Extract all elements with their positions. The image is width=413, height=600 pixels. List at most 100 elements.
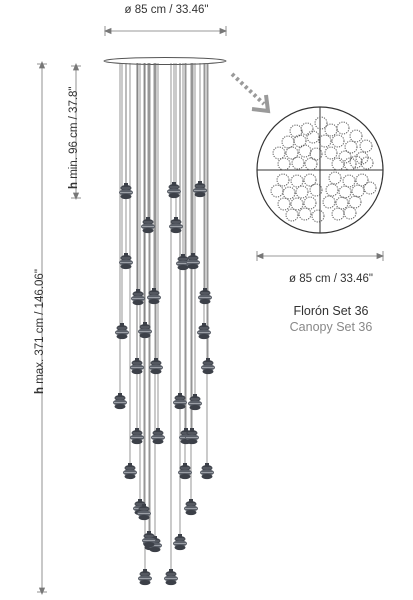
canopy-hole [338,150,352,164]
canopy-hole [355,151,369,165]
canopy-hole [298,207,312,221]
zoom-arrow [230,72,271,114]
pendant-lamp [130,358,144,375]
pendant-lamp [167,182,181,199]
canopy-hole [349,155,363,169]
h-max-value: max. 371 cm / 146.06" [34,269,46,387]
canopy-hole [298,144,312,158]
pendant-lamp [130,428,144,445]
canopy-hole [343,157,357,171]
canopy-hole [293,134,307,148]
canopy-hole [331,157,345,171]
pendant-lamp [151,428,165,445]
pendant-lamp [138,322,152,339]
pendant-lamp [142,531,156,548]
h-min-value: min. 96 cm / 37.8" [68,86,80,182]
h-max-dimension [37,60,47,596]
canopy-width-dimension [255,251,385,261]
canopy-hole [355,173,369,187]
canopy-hole [309,183,323,197]
canopy-hole [324,146,338,160]
pendant-lamp [173,393,187,410]
pendant-lamp [197,323,211,340]
canopy-hole [300,122,314,136]
canopy-hole [335,196,349,210]
pendant-lamp [201,358,215,375]
canopy-hole [290,174,304,188]
canopy-hole [272,146,286,160]
canopy-hole [322,195,336,209]
pendant-lamp [119,253,133,270]
canopy-hole [277,197,291,211]
pendant-lamp [186,253,200,270]
canopy-hole [303,196,317,210]
pendant-lamp [141,217,155,234]
canopy-hole [338,185,352,199]
canopy-hole [349,129,363,143]
canopy-hole [343,206,357,220]
pendant-lamps [113,181,215,586]
pendant-lamp [115,323,129,340]
top-width-label: ø 85 cm / 33.46" [124,4,209,16]
pendant-lamp [164,569,178,586]
pendant-lamp [173,534,187,551]
canopy-hole [351,184,365,198]
canopy-hole [318,134,332,148]
canopy-name-en: Canopy Set 36 [289,320,373,334]
canopy-hole [363,181,377,195]
canopy-hole [359,139,373,153]
pendant-lamp [200,463,214,480]
canopy-top-view [256,106,384,234]
pendant-lamp [169,217,183,234]
canopy-hole [291,156,305,170]
pendant-cables [119,63,209,570]
pendant-lamp [185,428,199,445]
h-min-label: h min. 96 cm / 37.8" [68,86,80,189]
canopy-hole [311,209,325,223]
top-width-dimension [103,26,228,36]
h-min-dimension [71,62,81,201]
canopy-hole [290,197,304,211]
h-min-prefix: h [68,181,80,189]
canopy-hole [289,124,303,138]
canopy-hole [285,208,299,222]
pendant-lamp [184,499,198,516]
canopy-holes [270,116,377,223]
canopy-hole [276,173,290,187]
canopy-hole [309,147,323,161]
canopy-hole [314,116,328,130]
canopy-hole [328,171,342,185]
canopy-hole [331,134,345,148]
pendant-lamp [188,394,202,411]
canopy-name-es: Florón Set 36 [293,304,369,318]
canopy-hole [342,174,356,188]
canopy-hole [295,185,309,199]
pendant-lamp [137,504,151,521]
canopy-hole [360,156,374,170]
pendant-lamp [138,569,152,586]
canopy-hole [344,140,358,154]
canopy-hole [348,195,362,209]
pendant-lamp [193,181,207,198]
canopy-side-view [103,57,227,65]
canopy-hole [336,121,350,135]
pendant-lamp [149,358,163,375]
h-max-prefix: h [34,386,46,394]
canopy-width-label: ø 85 cm / 33.46" [289,273,373,285]
pendant-lamp [178,463,192,480]
pendant-lamp [119,183,133,200]
pendant-lamp [198,288,212,305]
pendant-lamp [123,463,137,480]
canopy-hole [303,173,317,187]
h-max-label: h max. 371 cm / 146.06" [34,269,46,394]
canopy-hole [306,130,320,144]
canopy-hole [277,157,291,171]
canopy-hole [324,123,338,137]
canopy-hole [282,186,296,200]
pendant-lamp [113,393,127,410]
pendant-lamp [147,288,161,305]
canopy-hole [304,157,318,171]
canopy-hole [285,146,299,160]
pendant-lamp [131,289,145,306]
